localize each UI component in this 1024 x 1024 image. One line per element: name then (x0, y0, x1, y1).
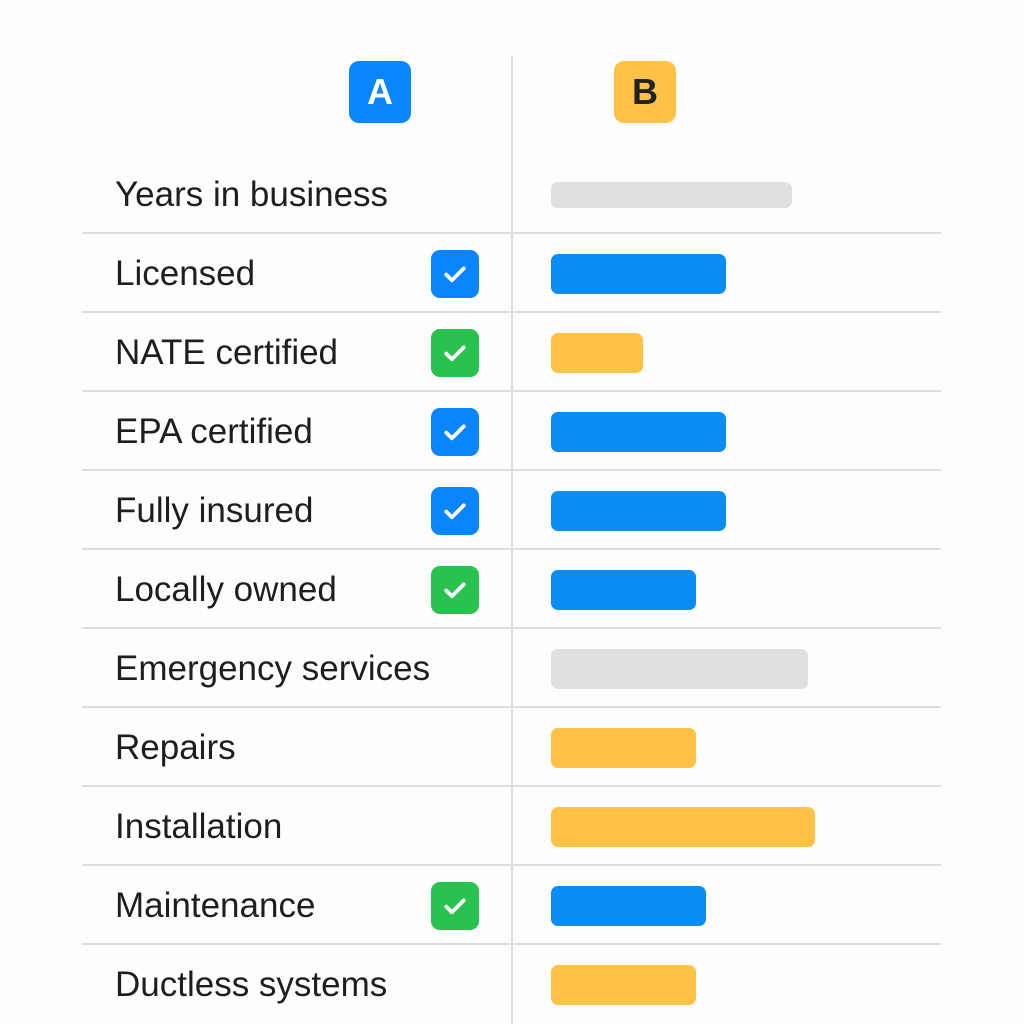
table-row: Installation (82, 787, 941, 866)
checkbox-checked-icon[interactable] (431, 881, 479, 930)
table-row: NATE certified (82, 313, 941, 392)
table-row: Repairs (82, 708, 941, 787)
column-b-badge: B (614, 61, 676, 123)
row-label: Installation (115, 806, 283, 846)
rating-bar (551, 253, 726, 294)
table-row: Locally owned (82, 550, 941, 629)
row-label: Fully insured (115, 490, 314, 530)
column-divider (511, 56, 513, 1024)
rating-bar (551, 727, 696, 768)
table-row: Fully insured (82, 471, 941, 550)
checkbox-checked-icon[interactable] (431, 249, 479, 298)
table-row: EPA certified (82, 392, 941, 471)
row-label: Locally owned (115, 569, 337, 609)
row-label: Years in business (115, 174, 389, 214)
column-a-badge: A (349, 61, 411, 123)
rating-bar (551, 964, 696, 1005)
rating-bar (551, 806, 815, 847)
row-label: Maintenance (115, 885, 316, 925)
rating-bar (551, 885, 706, 926)
row-label: Ductless systems (115, 964, 388, 1004)
row-label: Emergency services (115, 648, 431, 688)
table-row: Emergency services (82, 629, 941, 708)
checkbox-checked-icon[interactable] (431, 328, 479, 377)
table-row: Ductless systems (82, 945, 941, 1024)
row-label: EPA certified (115, 411, 313, 451)
row-label: Licensed (115, 253, 256, 293)
rating-bar (551, 181, 792, 208)
table-row: Licensed (82, 234, 941, 313)
checkbox-checked-icon[interactable] (431, 565, 479, 614)
rating-bar (551, 411, 726, 452)
table-row: Years in business (82, 155, 941, 234)
checkbox-checked-icon[interactable] (431, 486, 479, 535)
rating-bar (551, 490, 726, 531)
table-row: Maintenance (82, 866, 941, 945)
rating-bar (551, 332, 643, 373)
row-label: NATE certified (115, 332, 339, 372)
checkbox-checked-icon[interactable] (431, 407, 479, 456)
row-label: Repairs (115, 727, 236, 767)
rating-bar (551, 569, 696, 610)
rating-bar (551, 648, 808, 689)
